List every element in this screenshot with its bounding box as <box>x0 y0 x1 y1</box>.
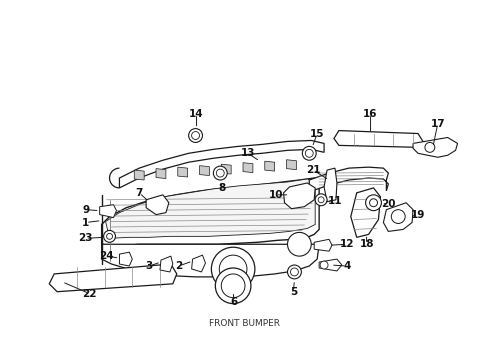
Text: 19: 19 <box>410 210 425 220</box>
Polygon shape <box>264 161 274 171</box>
Circle shape <box>320 261 327 269</box>
Polygon shape <box>134 170 144 180</box>
Text: 10: 10 <box>268 190 283 200</box>
Text: 12: 12 <box>339 239 353 249</box>
Text: 22: 22 <box>82 289 97 299</box>
Text: 16: 16 <box>363 109 377 119</box>
Polygon shape <box>286 160 296 170</box>
Text: 11: 11 <box>327 196 342 206</box>
Circle shape <box>287 265 301 279</box>
Circle shape <box>211 247 254 291</box>
Text: 13: 13 <box>240 148 255 158</box>
Circle shape <box>302 147 316 160</box>
Polygon shape <box>283 183 315 209</box>
Polygon shape <box>191 255 205 272</box>
Polygon shape <box>333 131 422 147</box>
Text: 8: 8 <box>218 183 225 193</box>
Text: 3: 3 <box>145 261 152 271</box>
Circle shape <box>287 233 310 256</box>
Polygon shape <box>314 239 331 251</box>
Polygon shape <box>119 140 324 188</box>
Polygon shape <box>383 203 412 231</box>
Circle shape <box>369 199 377 207</box>
Text: 7: 7 <box>135 188 142 198</box>
Polygon shape <box>119 252 132 266</box>
Polygon shape <box>308 167 387 192</box>
Circle shape <box>290 268 298 276</box>
Circle shape <box>191 131 199 139</box>
Circle shape <box>103 230 115 242</box>
Circle shape <box>215 268 250 303</box>
Text: 1: 1 <box>82 217 89 228</box>
Text: 23: 23 <box>79 233 93 243</box>
Text: 24: 24 <box>99 251 114 261</box>
Circle shape <box>424 143 434 152</box>
Text: 17: 17 <box>429 119 444 129</box>
Circle shape <box>390 210 405 224</box>
Polygon shape <box>49 264 177 292</box>
Polygon shape <box>199 166 209 176</box>
Polygon shape <box>412 138 457 157</box>
Text: 5: 5 <box>289 287 296 297</box>
Text: 9: 9 <box>82 204 89 215</box>
Polygon shape <box>243 163 252 172</box>
Circle shape <box>106 233 112 239</box>
Polygon shape <box>324 168 336 202</box>
Text: 4: 4 <box>343 261 350 271</box>
Circle shape <box>365 195 381 211</box>
Circle shape <box>318 197 324 203</box>
Circle shape <box>315 194 326 206</box>
Polygon shape <box>319 259 341 271</box>
Text: 6: 6 <box>230 297 237 307</box>
Polygon shape <box>350 188 380 237</box>
Circle shape <box>305 149 313 157</box>
Polygon shape <box>105 179 315 238</box>
Text: FRONT BUMPER: FRONT BUMPER <box>208 319 280 328</box>
Circle shape <box>188 129 202 143</box>
Polygon shape <box>156 168 165 179</box>
Text: 21: 21 <box>305 165 320 175</box>
Polygon shape <box>100 205 116 217</box>
Circle shape <box>221 274 244 298</box>
Polygon shape <box>102 178 319 246</box>
Text: 15: 15 <box>309 129 324 139</box>
Polygon shape <box>221 164 231 174</box>
Polygon shape <box>160 256 172 272</box>
Circle shape <box>213 166 227 180</box>
Text: 20: 20 <box>380 199 395 209</box>
Polygon shape <box>146 195 168 215</box>
Polygon shape <box>102 244 319 277</box>
Circle shape <box>216 169 224 177</box>
Circle shape <box>219 255 246 283</box>
Text: 18: 18 <box>359 239 373 249</box>
Polygon shape <box>178 167 187 177</box>
Text: 2: 2 <box>175 261 182 271</box>
Text: 14: 14 <box>189 109 203 119</box>
